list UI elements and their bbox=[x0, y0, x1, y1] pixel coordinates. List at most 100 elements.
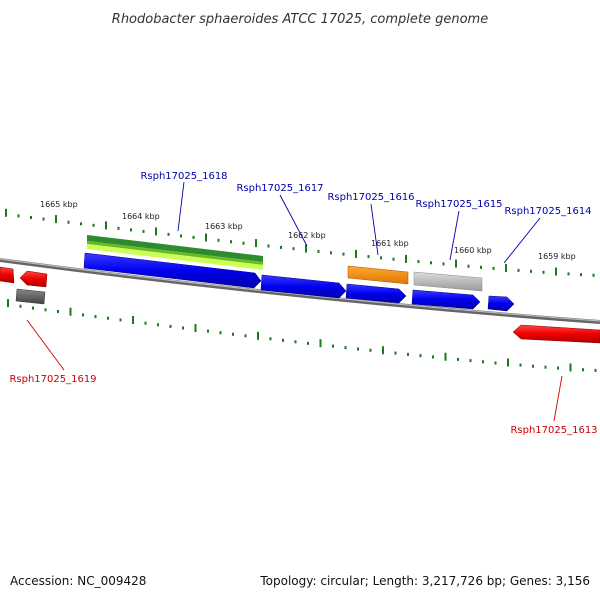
forward-strand-genes bbox=[83, 252, 515, 312]
minor-tick bbox=[32, 306, 34, 310]
minor-tick bbox=[269, 337, 272, 341]
topology-summary: Topology: circular; Length: 3,217,726 bp… bbox=[260, 574, 590, 588]
feature-green-band-light bbox=[87, 244, 263, 270]
minor-tick bbox=[282, 338, 284, 342]
minor-tick bbox=[167, 232, 170, 236]
minor-tick bbox=[182, 326, 184, 330]
gene-label-Rsph17025_1613[interactable]: Rsph17025_1613 bbox=[510, 425, 597, 436]
feature-track-green bbox=[87, 235, 263, 270]
gene-label-Rsph17025_1619[interactable]: Rsph17025_1619 bbox=[9, 374, 96, 385]
callout-line-1615 bbox=[449, 210, 460, 261]
outer-tick-row bbox=[5, 208, 595, 277]
minor-tick bbox=[407, 352, 409, 356]
minor-tick bbox=[82, 313, 84, 317]
minor-tick bbox=[392, 257, 395, 261]
minor-tick bbox=[80, 222, 82, 226]
genome-backbone-highlight bbox=[0, 258, 600, 322]
minor-tick bbox=[57, 310, 59, 313]
tick-label-1659: 1659 kbp bbox=[538, 252, 576, 261]
minor-tick bbox=[244, 334, 247, 338]
minor-tick bbox=[207, 329, 209, 333]
minor-tick bbox=[469, 359, 472, 363]
callout-line-1617 bbox=[279, 194, 308, 247]
minor-tick bbox=[317, 249, 320, 253]
minor-tick bbox=[117, 226, 120, 230]
minor-tick bbox=[542, 270, 545, 274]
gene-labels: Rsph17025_1618 Rsph17025_1617 Rsph17025_… bbox=[9, 171, 597, 436]
minor-tick bbox=[532, 364, 534, 368]
callout-line-1616 bbox=[370, 203, 379, 256]
major-tick bbox=[55, 215, 57, 224]
major-tick bbox=[105, 221, 107, 230]
minor-tick bbox=[332, 344, 334, 348]
minor-tick bbox=[169, 324, 172, 328]
minor-tick bbox=[380, 256, 382, 260]
gene-arrow-Rsph17025_1616[interactable] bbox=[345, 283, 407, 304]
major-tick bbox=[257, 331, 259, 340]
minor-tick bbox=[44, 308, 47, 312]
tick-label-1660: 1660 kbp bbox=[454, 246, 492, 255]
minor-tick bbox=[519, 363, 522, 367]
minor-tick bbox=[342, 252, 345, 256]
major-tick bbox=[507, 358, 509, 367]
minor-tick bbox=[242, 241, 245, 245]
label-callouts bbox=[26, 181, 563, 422]
major-tick bbox=[455, 259, 457, 268]
gene-arrow-Rsph17025_1617[interactable] bbox=[260, 274, 347, 299]
gene-arrow-Rsph17025_1618[interactable] bbox=[83, 252, 262, 289]
gene-label-Rsph17025_1614[interactable]: Rsph17025_1614 bbox=[504, 206, 591, 217]
minor-tick bbox=[180, 234, 182, 238]
gene-arrow-Rsph17025_1614[interactable] bbox=[487, 295, 515, 312]
major-tick bbox=[444, 352, 447, 361]
major-tick bbox=[155, 227, 157, 236]
minor-tick bbox=[94, 315, 97, 319]
minor-tick bbox=[557, 366, 559, 370]
gene-arrow-Rsph17025_1613[interactable] bbox=[512, 324, 600, 344]
feature-gray-block bbox=[413, 271, 483, 292]
tick-label-1665: 1665 kbp bbox=[40, 200, 78, 209]
feature-dark-gray-block bbox=[15, 288, 46, 305]
accession-text: Accession: NC_009428 bbox=[10, 574, 147, 588]
major-tick bbox=[255, 239, 257, 248]
minor-tick bbox=[580, 273, 582, 277]
gene-label-Rsph17025_1617[interactable]: Rsph17025_1617 bbox=[236, 183, 323, 194]
feature-green-band-dark bbox=[87, 235, 263, 262]
gene-label-Rsph17025_1618[interactable]: Rsph17025_1618 bbox=[140, 171, 227, 182]
map-title: Rhodobacter sphaeroides ATCC 17025, comp… bbox=[112, 12, 488, 27]
kbp-labels: 1665 kbp 1664 kbp 1663 kbp 1662 kbp 1661… bbox=[40, 200, 576, 261]
tick-label-1663: 1663 kbp bbox=[205, 222, 243, 231]
minor-tick bbox=[482, 360, 484, 364]
gene-label-Rsph17025_1615[interactable]: Rsph17025_1615 bbox=[415, 199, 502, 210]
major-tick bbox=[569, 363, 572, 372]
minor-tick bbox=[430, 261, 432, 265]
gene-arrow-Rsph17025_1619[interactable] bbox=[19, 270, 48, 288]
minor-tick bbox=[330, 251, 332, 255]
minor-tick bbox=[267, 244, 270, 248]
gene-label-Rsph17025_1616[interactable]: Rsph17025_1616 bbox=[327, 192, 414, 203]
callout-line-1613 bbox=[553, 375, 563, 422]
minor-tick bbox=[230, 240, 232, 244]
minor-tick bbox=[107, 316, 109, 320]
feature-orange-block bbox=[347, 265, 409, 285]
major-tick bbox=[194, 324, 197, 333]
major-tick bbox=[132, 316, 134, 324]
major-tick bbox=[69, 307, 72, 316]
minor-tick bbox=[292, 247, 295, 251]
minor-tick bbox=[119, 318, 122, 322]
minor-tick bbox=[17, 214, 20, 218]
major-tick bbox=[7, 299, 9, 308]
tick-label-1664: 1664 kbp bbox=[122, 212, 160, 221]
minor-tick bbox=[432, 355, 434, 359]
gene-arrow-left-edge[interactable] bbox=[0, 266, 15, 284]
callout-line-1614 bbox=[503, 217, 541, 264]
minor-tick bbox=[492, 266, 495, 270]
minor-tick bbox=[494, 361, 497, 365]
gene-arrow-Rsph17025_1615[interactable] bbox=[411, 289, 481, 310]
minor-tick bbox=[457, 357, 459, 361]
genome-backbone bbox=[0, 258, 600, 324]
minor-tick bbox=[344, 346, 347, 350]
minor-tick bbox=[419, 354, 422, 358]
callout-line-1618 bbox=[177, 181, 185, 232]
minor-tick bbox=[219, 331, 222, 335]
